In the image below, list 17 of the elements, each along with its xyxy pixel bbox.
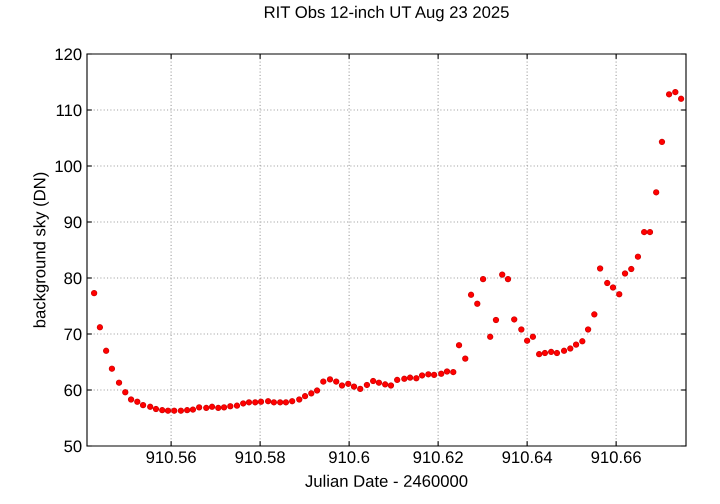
y-tick-label: 90 [64,216,82,228]
x-tick-label: 910.58 [235,451,285,464]
chart-title: RIT Obs 12-inch UT Aug 23 2025 [264,6,509,22]
x-axis-title: Julian Date - 2460000 [305,474,468,487]
y-tick-label: 100 [56,160,82,172]
y-axis-title: background sky (DN) [33,172,49,328]
x-tick-label: 910.56 [146,451,196,464]
y-tick-label: 50 [64,440,82,452]
y-tick-label: 70 [64,328,82,340]
x-tick-label: 910.62 [413,451,463,464]
y-tick-label: 80 [64,272,82,284]
x-tick-label: 910.64 [502,451,552,464]
y-tick-label: 60 [64,384,82,396]
y-tick-label: 110 [56,104,82,116]
y-tick-label: 120 [56,48,82,60]
x-tick-label: 910.66 [591,451,641,464]
x-tick-label: 910.6 [329,451,370,464]
